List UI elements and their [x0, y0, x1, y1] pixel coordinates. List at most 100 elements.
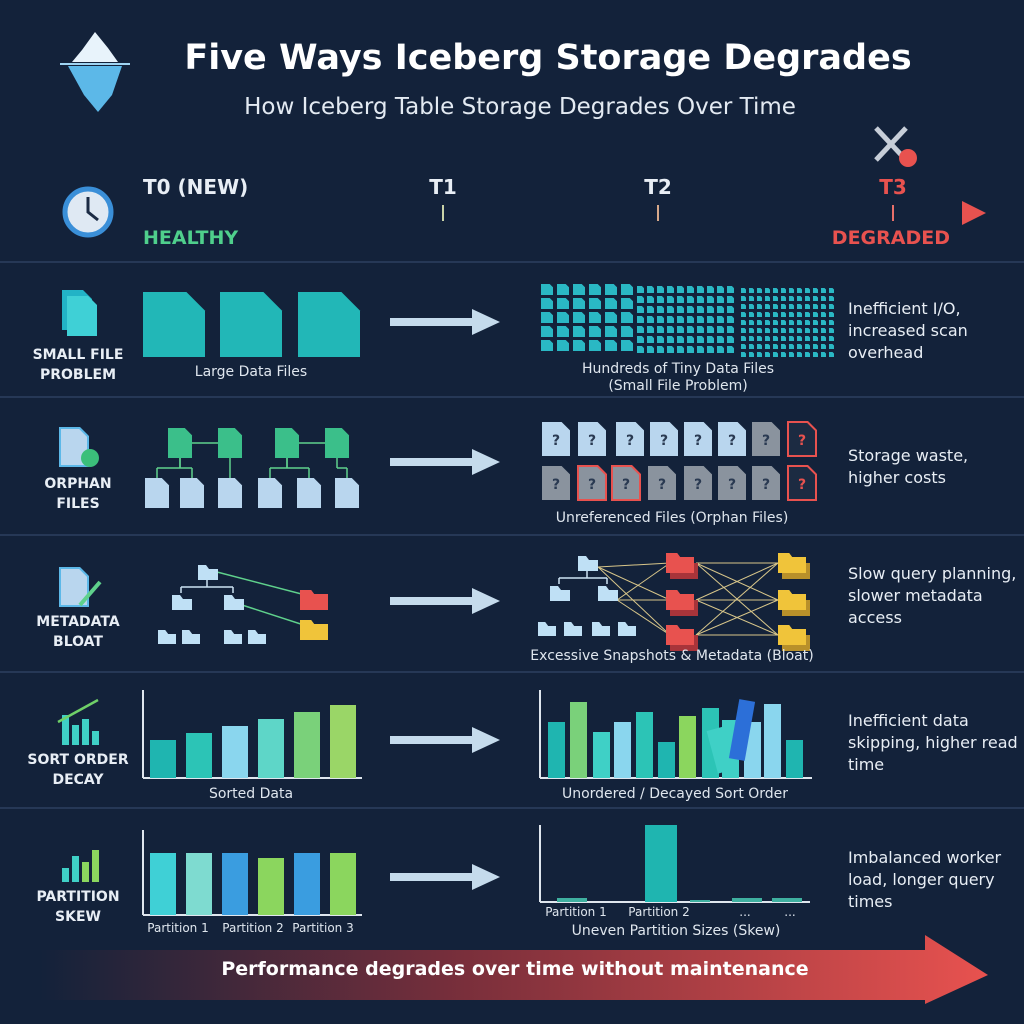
subtitle: How Iceberg Table Storage Degrades Over …: [244, 94, 796, 120]
question-mark: ?: [762, 433, 770, 449]
file-icon: [59, 567, 89, 607]
file-icon: [717, 346, 724, 353]
folder-icon: [778, 590, 806, 610]
file-icon: [687, 336, 694, 343]
file-icon: [667, 316, 674, 323]
file-icon: [781, 336, 786, 341]
icon-bar: [62, 715, 69, 745]
file-icon: [621, 340, 633, 351]
file-icon: [813, 352, 818, 357]
file-icon: [697, 346, 704, 353]
stage-label: T3: [879, 175, 907, 199]
impact-text: Inefficient data skipping, higher read t…: [848, 711, 1018, 774]
file-icon: [829, 288, 834, 293]
illustration-bar: [732, 898, 762, 902]
file-icon: [781, 304, 786, 309]
connector: [616, 562, 671, 601]
file-icon: [647, 316, 654, 323]
file-icon: [677, 296, 684, 303]
file-icon: [297, 478, 321, 508]
file-icon: [667, 306, 674, 313]
file-icon: [605, 284, 617, 295]
file-icon: [805, 320, 810, 325]
file-icon: [805, 312, 810, 317]
file-icon: [67, 296, 97, 336]
file-icon: [677, 306, 684, 313]
file-icon: [621, 312, 633, 323]
question-mark: ?: [626, 433, 634, 449]
file-icon: [557, 326, 569, 337]
file-icon: [829, 352, 834, 357]
caption: Unordered / Decayed Sort Order: [561, 786, 789, 802]
illustration-bar: [186, 733, 212, 778]
file-icon: [616, 422, 644, 456]
file-icon: [707, 316, 714, 323]
file-icon: [657, 316, 664, 323]
icon-bar: [92, 731, 99, 745]
file-icon: [813, 312, 818, 317]
file-icon: [180, 478, 204, 508]
file-icon: [797, 288, 802, 293]
footer-text: Performance degrades over time without m…: [221, 958, 809, 980]
file-icon: [797, 328, 802, 333]
illustration-bar: [614, 722, 631, 778]
illustration-bar: [222, 853, 248, 915]
partition-label: Partition 2: [628, 905, 690, 919]
partition-label: Partition 2: [222, 921, 284, 935]
file-icon: [741, 288, 746, 293]
file-icon: [589, 326, 601, 337]
file-icon: [773, 336, 778, 341]
title: Five Ways Iceberg Storage Degrades: [184, 38, 912, 78]
illustration-bar: [636, 712, 653, 778]
timeline-ticks: [442, 205, 894, 221]
row-name: SORT ORDER DECAY: [27, 752, 129, 788]
transition-arrowhead: [472, 449, 500, 475]
file-icon: [143, 292, 205, 357]
illustration-bar: [222, 726, 248, 778]
file-icon: [717, 286, 724, 293]
file-icon: [741, 352, 746, 357]
file-icon: [667, 286, 674, 293]
row-dividers: [0, 261, 1024, 809]
question-mark: ?: [694, 477, 702, 493]
connector: [695, 562, 779, 636]
file-icon: [218, 478, 242, 508]
file-icon: [647, 346, 654, 353]
file-icon: [765, 328, 770, 333]
file-icon: [749, 344, 754, 349]
file-icon: [647, 306, 654, 313]
illustration-bar: [258, 858, 284, 915]
partition-label: Partition 1: [147, 921, 209, 935]
folder-icon: [666, 553, 694, 573]
file-icon: [765, 336, 770, 341]
file-icon: [667, 326, 674, 333]
illustration-bar: [150, 740, 176, 778]
file-icon: [829, 304, 834, 309]
file-icon: [813, 296, 818, 301]
clock-hands: [86, 197, 99, 222]
file-icon: [805, 288, 810, 293]
file-icon: [573, 340, 585, 351]
folder-icon: [666, 625, 694, 645]
file-icon: [741, 344, 746, 349]
file-icon: [677, 346, 684, 353]
transition-arrow: [390, 597, 475, 605]
question-mark: ?: [552, 477, 560, 493]
file-icon: [821, 336, 826, 341]
file-icon: [541, 326, 553, 337]
file-icon: [687, 296, 694, 303]
file-icon: [697, 296, 704, 303]
folder-icon: [564, 622, 582, 636]
file-icon: [647, 286, 654, 293]
file-icon: [541, 312, 553, 323]
icon-bar: [72, 856, 79, 882]
file-icon: [765, 312, 770, 317]
stage-label: T0 (NEW): [143, 175, 249, 199]
file-icon: [797, 320, 802, 325]
file-icon: [697, 316, 704, 323]
file-icon: [687, 306, 694, 313]
folder-icon: [198, 565, 218, 580]
illustration-bar: [658, 742, 675, 778]
file-icon: [781, 344, 786, 349]
file-icon: [667, 346, 674, 353]
